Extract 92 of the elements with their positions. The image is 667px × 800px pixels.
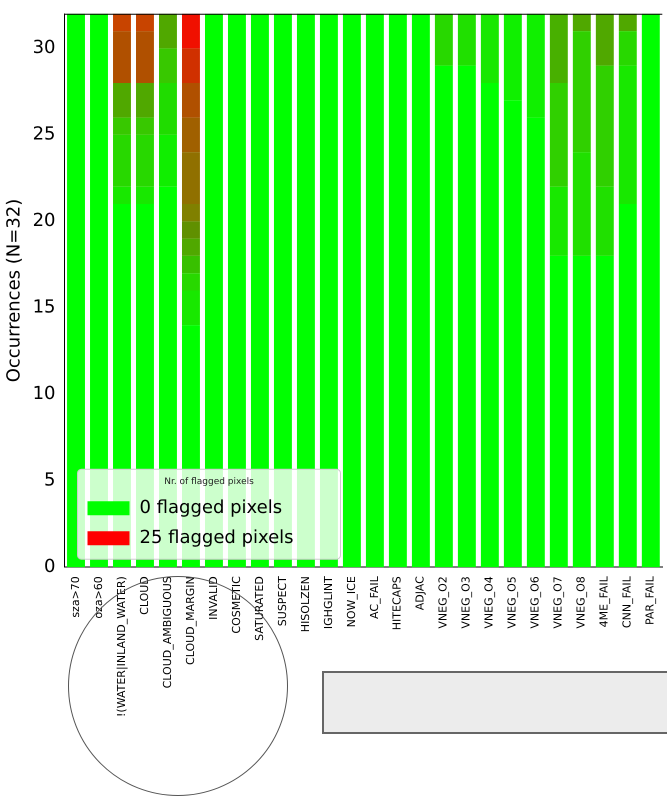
bar	[182, 152, 200, 204]
y-tick-label: 15	[32, 296, 56, 318]
x-tick-label: SUSPECT	[276, 576, 289, 626]
bar	[618, 204, 637, 568]
bar	[182, 290, 200, 326]
bar	[596, 256, 614, 568]
bar	[572, 31, 591, 152]
x-tick-label: SATURATED	[252, 576, 266, 641]
y-tick-label: 10	[32, 382, 56, 404]
legend-title: Nr. of flagged pixels	[164, 477, 254, 488]
bar	[182, 14, 200, 48]
x-tick-label: VNEG_O3	[460, 576, 473, 629]
bar	[182, 82, 200, 118]
y-axis-title: Occurrences (N=32)	[3, 198, 24, 382]
bar	[434, 66, 453, 568]
y-tick-label: 20	[32, 210, 56, 231]
bar	[67, 14, 85, 568]
bar	[136, 14, 154, 32]
x-tick-label: VNEG_O2	[436, 576, 450, 629]
bar	[182, 221, 200, 239]
x-tick-label: NOW_ICE	[344, 576, 358, 628]
bar	[113, 31, 131, 83]
x-tick-label: VNEG_O7	[552, 576, 565, 629]
bar	[182, 204, 200, 222]
x-tick-label: PAR_FAIL	[644, 575, 657, 626]
bar	[113, 82, 131, 118]
bar	[388, 14, 407, 568]
bar	[458, 14, 476, 66]
x-tick-label: VNEG_O8	[574, 576, 588, 629]
bar	[596, 186, 614, 256]
bar	[113, 186, 131, 204]
bar	[572, 152, 591, 256]
x-tick-label: 4ME_FAIL	[598, 575, 611, 628]
bar	[182, 273, 200, 291]
bar	[136, 134, 154, 187]
x-tick-label: VNEG_O6	[528, 576, 542, 629]
bar	[113, 118, 131, 135]
x-tick-label: CNN_FAIL	[620, 575, 634, 628]
x-tick-label: oza>60	[92, 576, 105, 619]
bar	[182, 238, 200, 256]
bar	[136, 118, 154, 135]
bar	[504, 14, 522, 100]
bar	[113, 134, 131, 187]
bar	[159, 82, 177, 135]
y-tick-label: 5	[44, 469, 56, 490]
x-tick-label: CLOUD_AMBIGUOUS	[160, 576, 174, 688]
bar	[642, 14, 660, 568]
legend-label: 25 flagged pixels	[140, 526, 294, 548]
x-tick-label: ADJAC	[414, 576, 427, 610]
bar	[596, 66, 614, 187]
bar	[182, 118, 200, 152]
bar	[412, 14, 430, 568]
bar	[159, 14, 177, 48]
bar	[182, 48, 200, 83]
bar	[550, 256, 568, 568]
bar	[159, 48, 177, 83]
x-tick-label: INVALID	[206, 576, 220, 620]
bar	[342, 14, 361, 568]
bar	[136, 82, 154, 118]
y-tick-label: 25	[32, 124, 56, 145]
bar	[480, 14, 499, 83]
x-tick-label: HITECAPS	[390, 576, 404, 630]
bar	[550, 186, 568, 256]
bar	[159, 134, 177, 187]
bar	[572, 256, 591, 568]
bar	[480, 82, 499, 568]
legend-label: 0 flagged pixels	[140, 496, 282, 518]
x-tick-label: AC_FAIL	[368, 575, 381, 619]
x-tick-label: VNEG_O4	[482, 576, 496, 629]
bar	[113, 14, 131, 32]
bar	[526, 118, 545, 568]
x-tick-label: IGHGLINT	[322, 576, 335, 630]
bar	[182, 256, 200, 274]
bar	[526, 14, 545, 118]
bar	[550, 14, 568, 83]
x-tick-label: HISOLZEN	[298, 576, 312, 632]
bar	[618, 31, 637, 66]
bar	[136, 186, 154, 204]
bar	[504, 100, 522, 568]
bar	[136, 31, 154, 83]
x-tick-label: !(WATER|INLAND_WATER)	[114, 576, 128, 718]
x-tick-label: VNEG_O5	[506, 576, 519, 629]
bar	[618, 66, 637, 204]
y-tick-label: 30	[32, 37, 56, 58]
bar	[366, 14, 384, 568]
x-tick-label: CLOUD_MARGIN	[184, 576, 197, 665]
bar	[458, 66, 476, 568]
bar	[550, 82, 568, 187]
x-tick-label: sza>70	[68, 576, 82, 618]
x-tick-label: CLOUD	[138, 576, 151, 615]
x-tick-label: COSMETIC	[230, 576, 243, 634]
y-tick-label: 0	[44, 556, 56, 577]
